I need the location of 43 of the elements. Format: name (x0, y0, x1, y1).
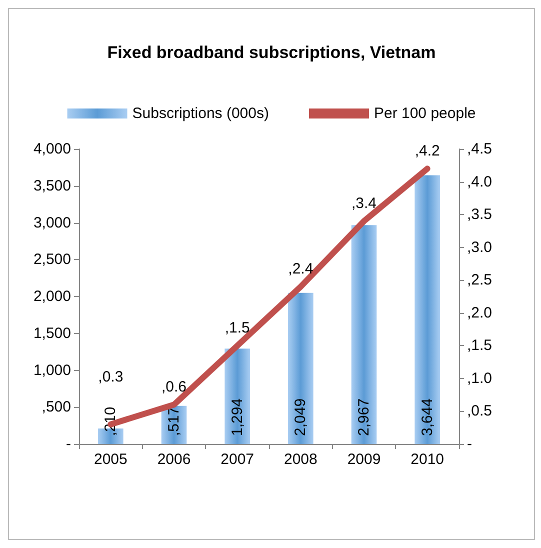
y-tick-label: 3,500 (33, 177, 71, 194)
chart-title: Fixed broadband subscriptions, Vietnam (107, 43, 436, 62)
y-tick-label: - (66, 436, 71, 452)
data-label: ,4.2 (414, 142, 440, 160)
x-tick-label: 2010 (410, 451, 444, 468)
bar (414, 175, 440, 444)
data-label: ,1.5 (224, 320, 250, 337)
y2-tick-label: ,2.0 (467, 304, 492, 322)
data-label: 1,294 (228, 398, 246, 436)
y2-tick-label: ,4.5 (467, 140, 492, 158)
y-tick-label: 4,000 (33, 140, 71, 158)
y-tick-label: 2,000 (33, 288, 71, 305)
data-label: ,0.6 (161, 378, 187, 396)
x-tick-label: 2006 (157, 451, 191, 468)
y2-tick-label: ,1.0 (467, 370, 492, 387)
x-tick-label: 2008 (284, 451, 318, 468)
bar (288, 292, 314, 444)
y2-tick-label: - (467, 436, 472, 452)
y2-tick-label: ,3.5 (467, 206, 492, 224)
data-label: 3,644 (418, 398, 436, 436)
legend-label: Per 100 people (374, 105, 476, 122)
data-label: 2,049 (292, 398, 310, 436)
y-tick-label: ,500 (42, 398, 71, 416)
y2-tick-label: ,0.5 (467, 402, 492, 420)
y2-tick-label: ,3.0 (467, 238, 492, 256)
x-tick-label: 2009 (347, 451, 381, 468)
x-tick-label: 2007 (220, 451, 254, 468)
y2-tick-label: ,4.0 (467, 173, 492, 190)
bar (224, 348, 250, 444)
data-label: 2,967 (356, 398, 372, 436)
bar (351, 225, 377, 444)
data-label: ,517 (166, 406, 182, 436)
y-tick-label: 3,000 (33, 214, 71, 232)
data-label: ,3.4 (351, 195, 377, 212)
y2-tick-label: ,2.5 (467, 272, 492, 289)
y2-tick-label: ,1.5 (467, 337, 492, 354)
data-label: ,0.3 (98, 368, 124, 386)
x-tick-label: 2005 (94, 451, 128, 468)
y-tick-label: 1,500 (33, 324, 71, 342)
legend-label: Subscriptions (000s) (132, 105, 269, 122)
y-tick-label: 1,000 (33, 362, 71, 379)
y-tick-label: 2,500 (33, 251, 71, 268)
data-label: ,2.4 (288, 260, 314, 278)
